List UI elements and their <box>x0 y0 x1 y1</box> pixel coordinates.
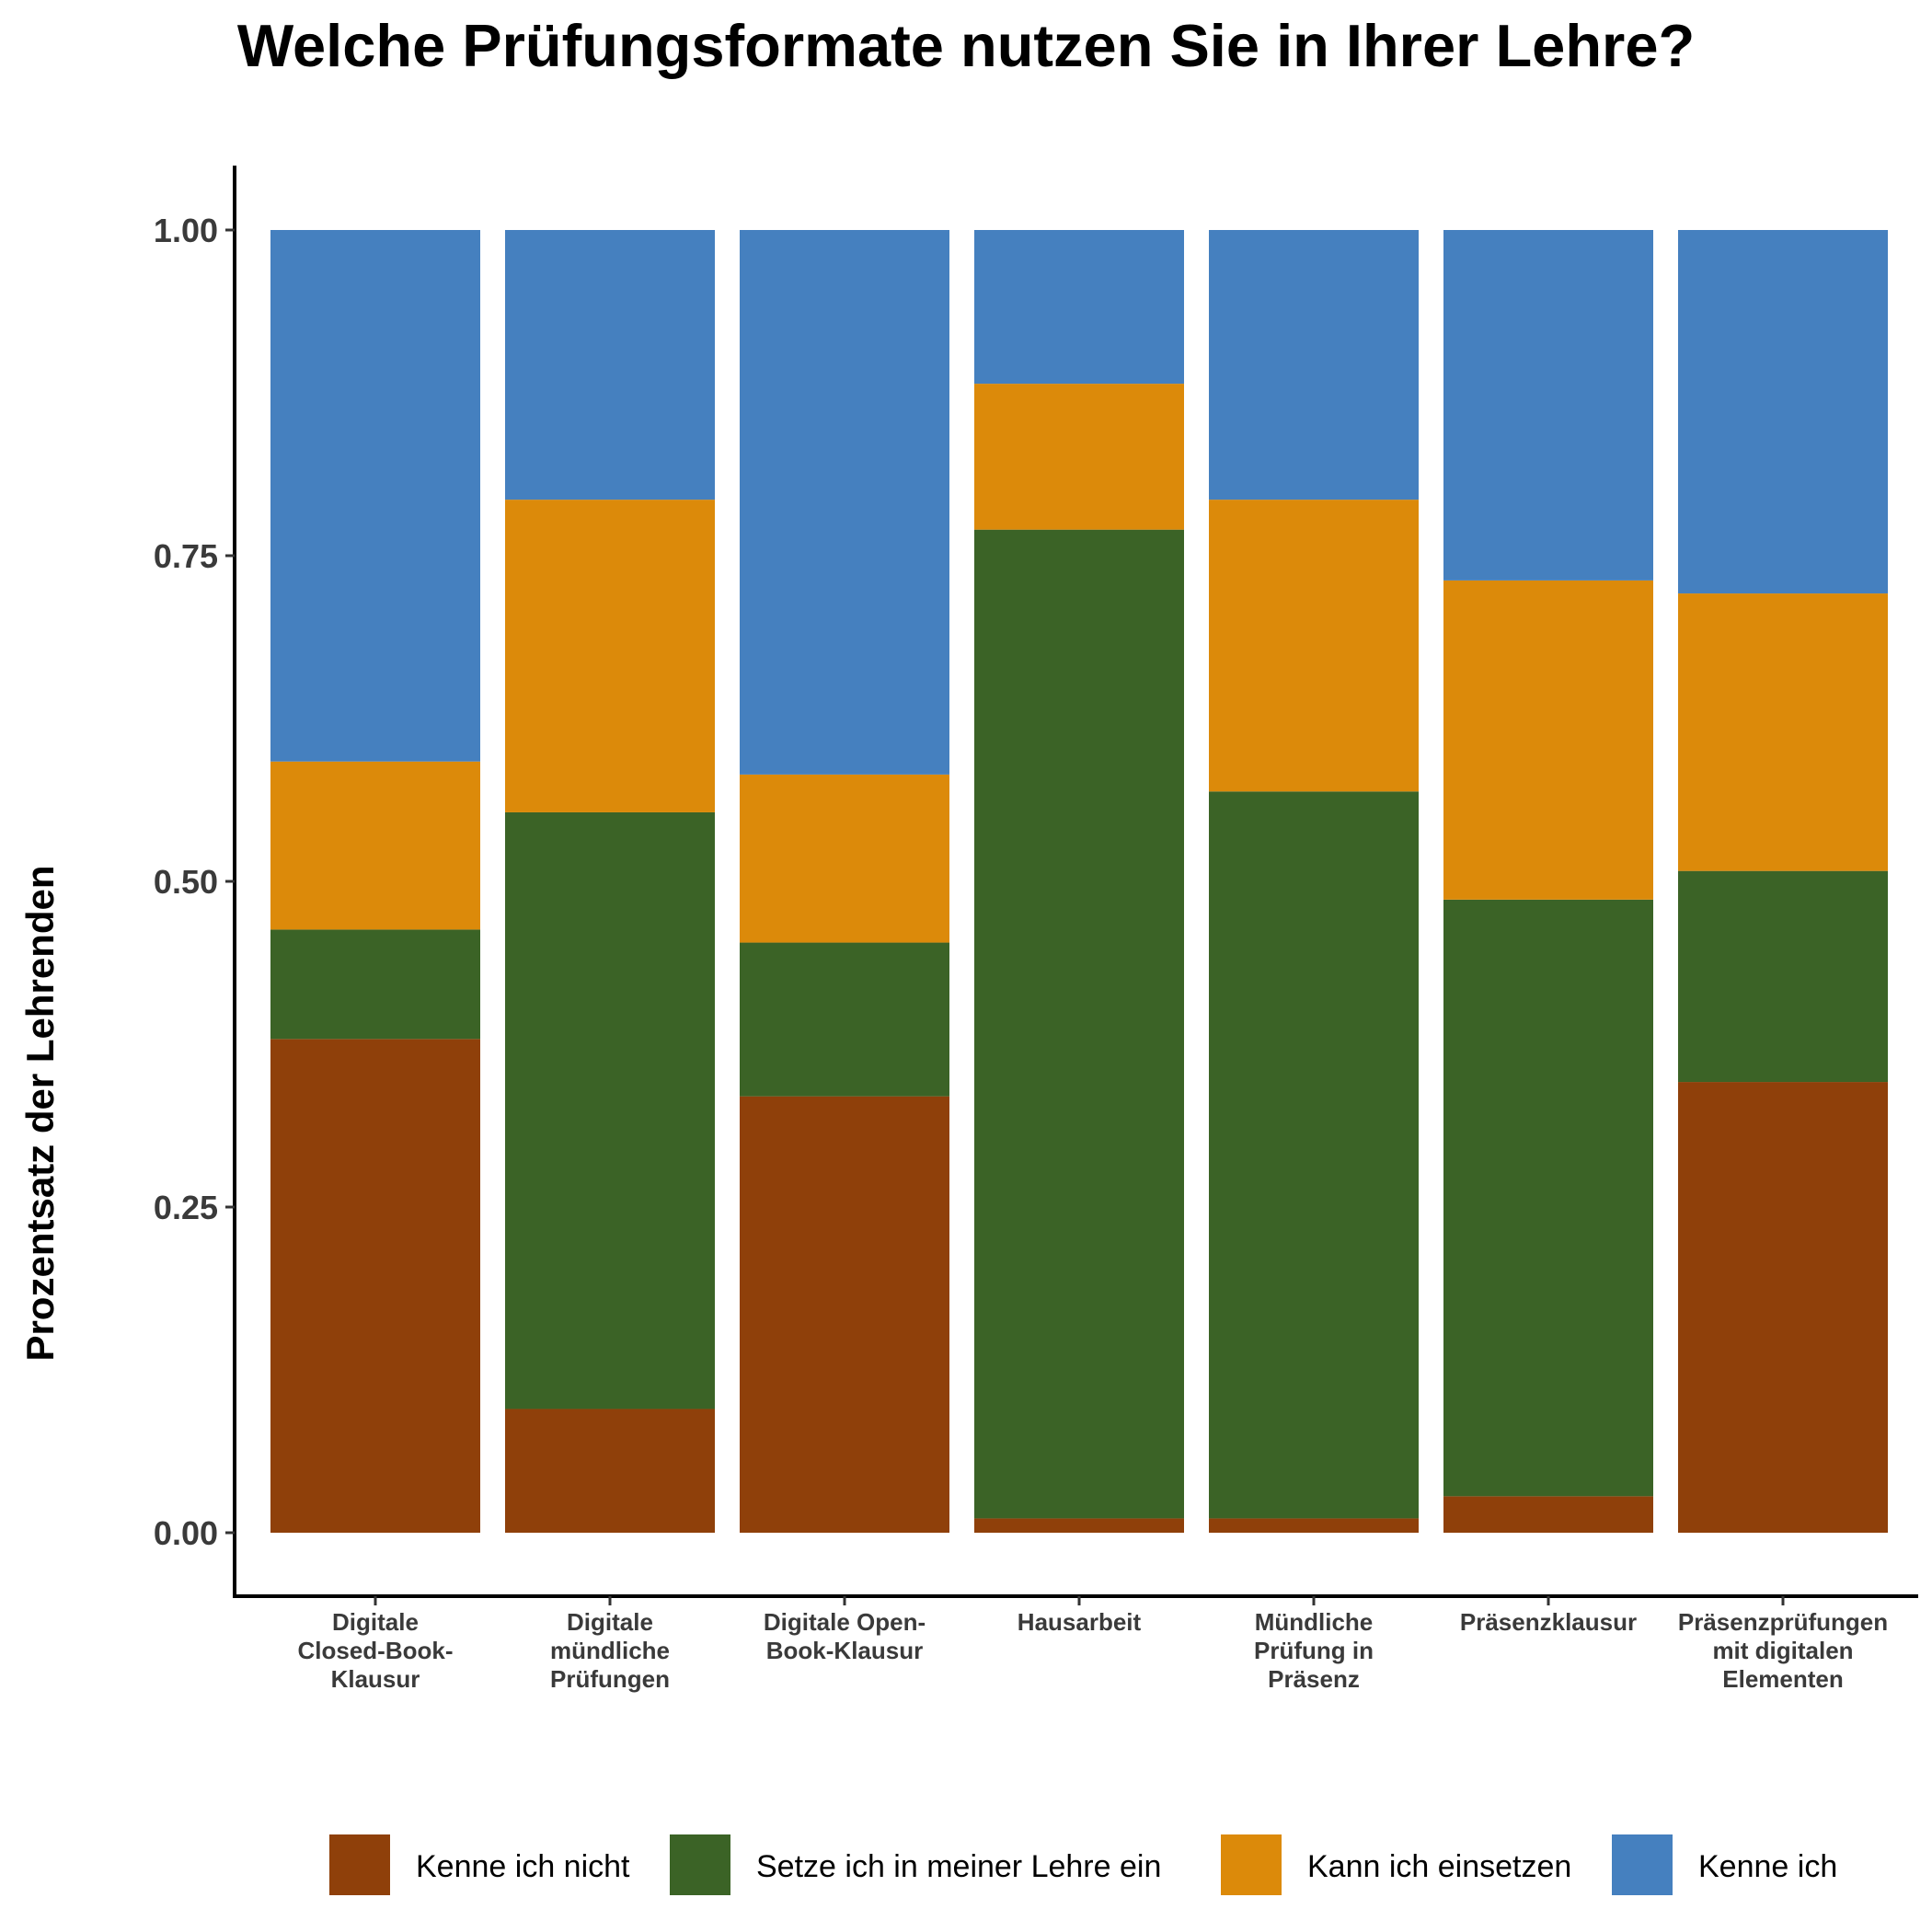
y-axis-label: Prozentsatz der Lehrenden <box>18 865 62 1361</box>
bar-segment <box>1209 230 1419 500</box>
legend: Kenne ich nicht Setze ich in meiner Lehre… <box>329 1834 1837 1895</box>
bar-segment <box>974 384 1184 530</box>
axes-layer: 0.00 0.25 0.50 0.75 1.00 Digitale Closed-Book-… <box>154 166 1918 1693</box>
bar-segment <box>974 529 1184 1519</box>
y-tick-label: 0.25 <box>154 1189 218 1226</box>
legend-key <box>1612 1834 1673 1895</box>
chart-title: Welche Prüfungsformate nutzen Sie in Ihr… <box>237 12 1695 79</box>
x-tick-label: Digitale mündliche Prüfungen <box>550 1608 670 1693</box>
bars-layer <box>270 230 1888 1533</box>
y-tick-label: 0.00 <box>154 1514 218 1552</box>
bar-segment <box>270 761 480 930</box>
bar-segment <box>505 1409 715 1533</box>
bar-segment <box>1678 1082 1888 1533</box>
legend-label: Setze ich in meiner Lehre ein <box>756 1849 1161 1884</box>
x-tick-label: Präsenzprüfungen mit digitalen Elementen <box>1678 1608 1888 1693</box>
bar-segment <box>1443 230 1653 581</box>
bar-segment <box>740 1096 949 1533</box>
bar-segment <box>505 230 715 500</box>
bar-segment <box>1678 870 1888 1083</box>
bar-segment <box>1678 593 1888 871</box>
bar-segment <box>270 1039 480 1533</box>
y-tick-label: 1.00 <box>154 212 218 249</box>
x-tick-label: Hausarbeit <box>1018 1608 1142 1636</box>
legend-key <box>329 1834 390 1895</box>
bar-segment <box>1443 1496 1653 1533</box>
bar-segment <box>974 1518 1184 1533</box>
legend-label: Kann ich einsetzen <box>1307 1849 1571 1884</box>
legend-key <box>670 1834 730 1895</box>
x-tick-label: Digitale Closed-Book-Klausur <box>298 1608 454 1693</box>
bar-segment <box>974 230 1184 385</box>
bar-segment <box>1209 1518 1419 1533</box>
bar-segment <box>505 500 715 812</box>
legend-label: Kenne ich <box>1698 1849 1837 1884</box>
bar-segment <box>740 774 949 943</box>
bar-segment <box>740 942 949 1097</box>
bar-segment <box>270 929 480 1040</box>
y-tick-label: 0.50 <box>154 863 218 901</box>
bar-segment <box>270 230 480 762</box>
bar-segment <box>1443 580 1653 900</box>
bar-segment <box>1209 791 1419 1519</box>
bar-segment <box>1443 899 1653 1497</box>
legend-label: Kenne ich nicht <box>416 1849 630 1884</box>
legend-key <box>1221 1834 1282 1895</box>
x-tick-label: Digitale Open-Book-Klausur <box>764 1608 926 1664</box>
bar-segment <box>505 811 715 1409</box>
bar-segment <box>1678 230 1888 594</box>
y-tick-label: 0.75 <box>154 537 218 575</box>
bar-segment <box>1209 500 1419 792</box>
x-tick-label: Mündliche Prüfung in Präsenz <box>1254 1608 1374 1693</box>
x-tick-label: Präsenzklausur <box>1460 1608 1637 1636</box>
bar-segment <box>740 230 949 775</box>
